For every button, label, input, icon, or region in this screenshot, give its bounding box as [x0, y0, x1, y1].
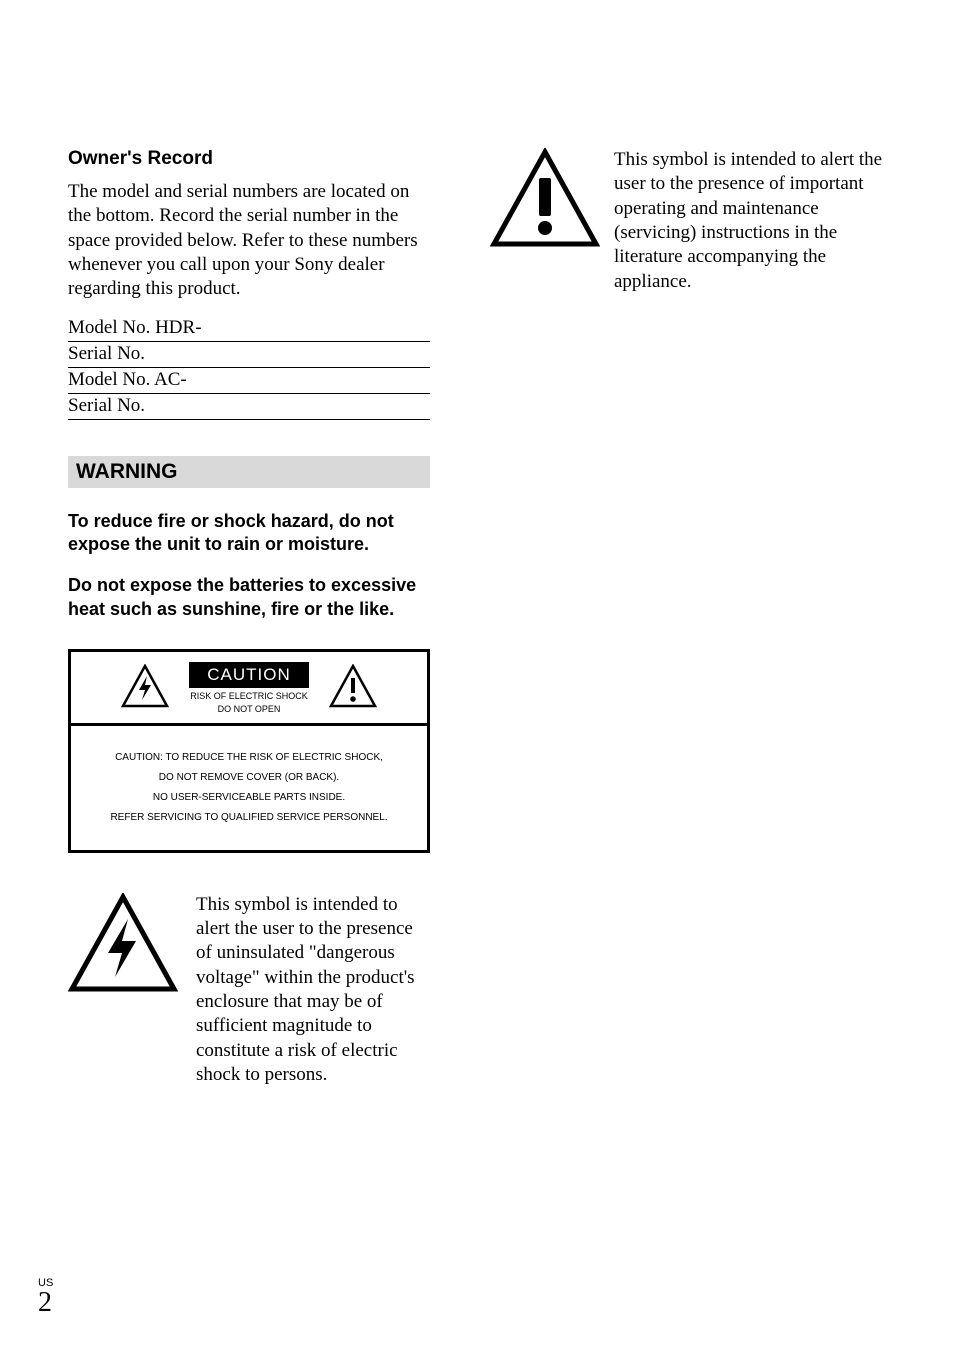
warning-heading-bar: WARNING [68, 456, 430, 488]
caution-box-body: CAUTION: TO REDUCE THE RISK OF ELECTRIC … [71, 726, 427, 850]
owners-record-intro: The model and serial numbers are located… [68, 180, 430, 302]
warning-paragraph-1: To reduce fire or shock hazard, do not e… [68, 510, 430, 557]
caution-title: CAUTION [189, 662, 309, 688]
page: Owner's Record The model and serial numb… [0, 0, 954, 1357]
caution-box: CAUTION RISK OF ELECTRIC SHOCK DO NOT OP… [68, 649, 430, 853]
record-lines: Model No. HDR- Serial No. Model No. AC- … [68, 316, 430, 420]
lightning-symbol-row: This symbol is intended to alert the use… [68, 893, 430, 1088]
record-line-serial-1: Serial No. [68, 342, 430, 368]
page-footer: US 2 [38, 1278, 53, 1317]
footer-page-number: 2 [38, 1289, 53, 1317]
record-line-serial-2: Serial No. [68, 394, 430, 420]
left-column: Owner's Record The model and serial numb… [68, 148, 430, 1087]
two-column-layout: Owner's Record The model and serial numb… [68, 148, 886, 1087]
caution-box-top: CAUTION RISK OF ELECTRIC SHOCK DO NOT OP… [71, 652, 427, 726]
lightning-symbol-text: This symbol is intended to alert the use… [196, 893, 430, 1088]
caution-body-line-1: CAUTION: TO REDUCE THE RISK OF ELECTRIC … [83, 748, 415, 768]
right-column: This symbol is intended to alert the use… [490, 148, 886, 1087]
caution-sub-2: DO NOT OPEN [189, 704, 309, 714]
caution-label: CAUTION RISK OF ELECTRIC SHOCK DO NOT OP… [189, 662, 309, 715]
lightning-triangle-icon [68, 893, 178, 998]
record-line-model-ac: Model No. AC- [68, 368, 430, 394]
warning-paragraph-2: Do not expose the batteries to excessive… [68, 574, 430, 621]
exclamation-triangle-icon [329, 664, 377, 713]
caution-sub-1: RISK OF ELECTRIC SHOCK [189, 691, 309, 701]
caution-body-line-3: NO USER-SERVICEABLE PARTS INSIDE. [83, 788, 415, 808]
caution-body-line-4: REFER SERVICING TO QUALIFIED SERVICE PER… [83, 808, 415, 828]
exclamation-triangle-icon [490, 148, 600, 253]
caution-body-line-2: DO NOT REMOVE COVER (OR BACK). [83, 768, 415, 788]
record-line-model-hdr: Model No. HDR- [68, 316, 430, 342]
lightning-triangle-icon [121, 664, 169, 713]
exclamation-symbol-text: This symbol is intended to alert the use… [614, 148, 886, 294]
owners-record-heading: Owner's Record [68, 148, 430, 170]
